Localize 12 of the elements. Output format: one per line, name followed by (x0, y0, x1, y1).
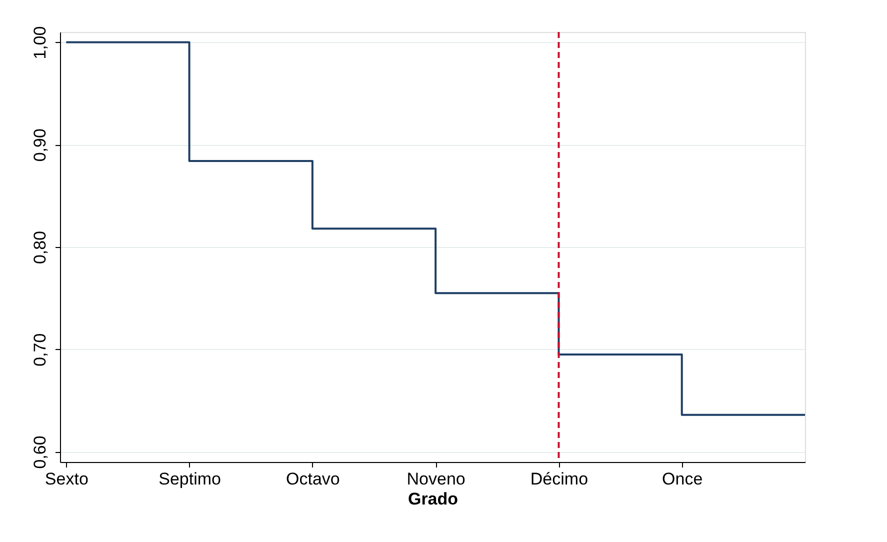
y-tick-label: 0,60 (30, 436, 50, 469)
x-axis-title: Grado (408, 490, 458, 508)
y-tick-label: 0,70 (30, 333, 50, 366)
x-tick-label: Sexto (44, 470, 88, 488)
x-tick-label: Octavo (286, 470, 340, 488)
y-tick-label: 0,80 (30, 230, 50, 264)
x-tick-label: Once (662, 470, 703, 488)
x-tick-label: Septimo (158, 470, 221, 488)
x-tick-label: Noveno (406, 470, 466, 488)
y-tick-label: 0,90 (30, 128, 50, 162)
x-tick-label: Décimo (530, 470, 588, 488)
y-tick-label: 1,00 (30, 26, 50, 60)
